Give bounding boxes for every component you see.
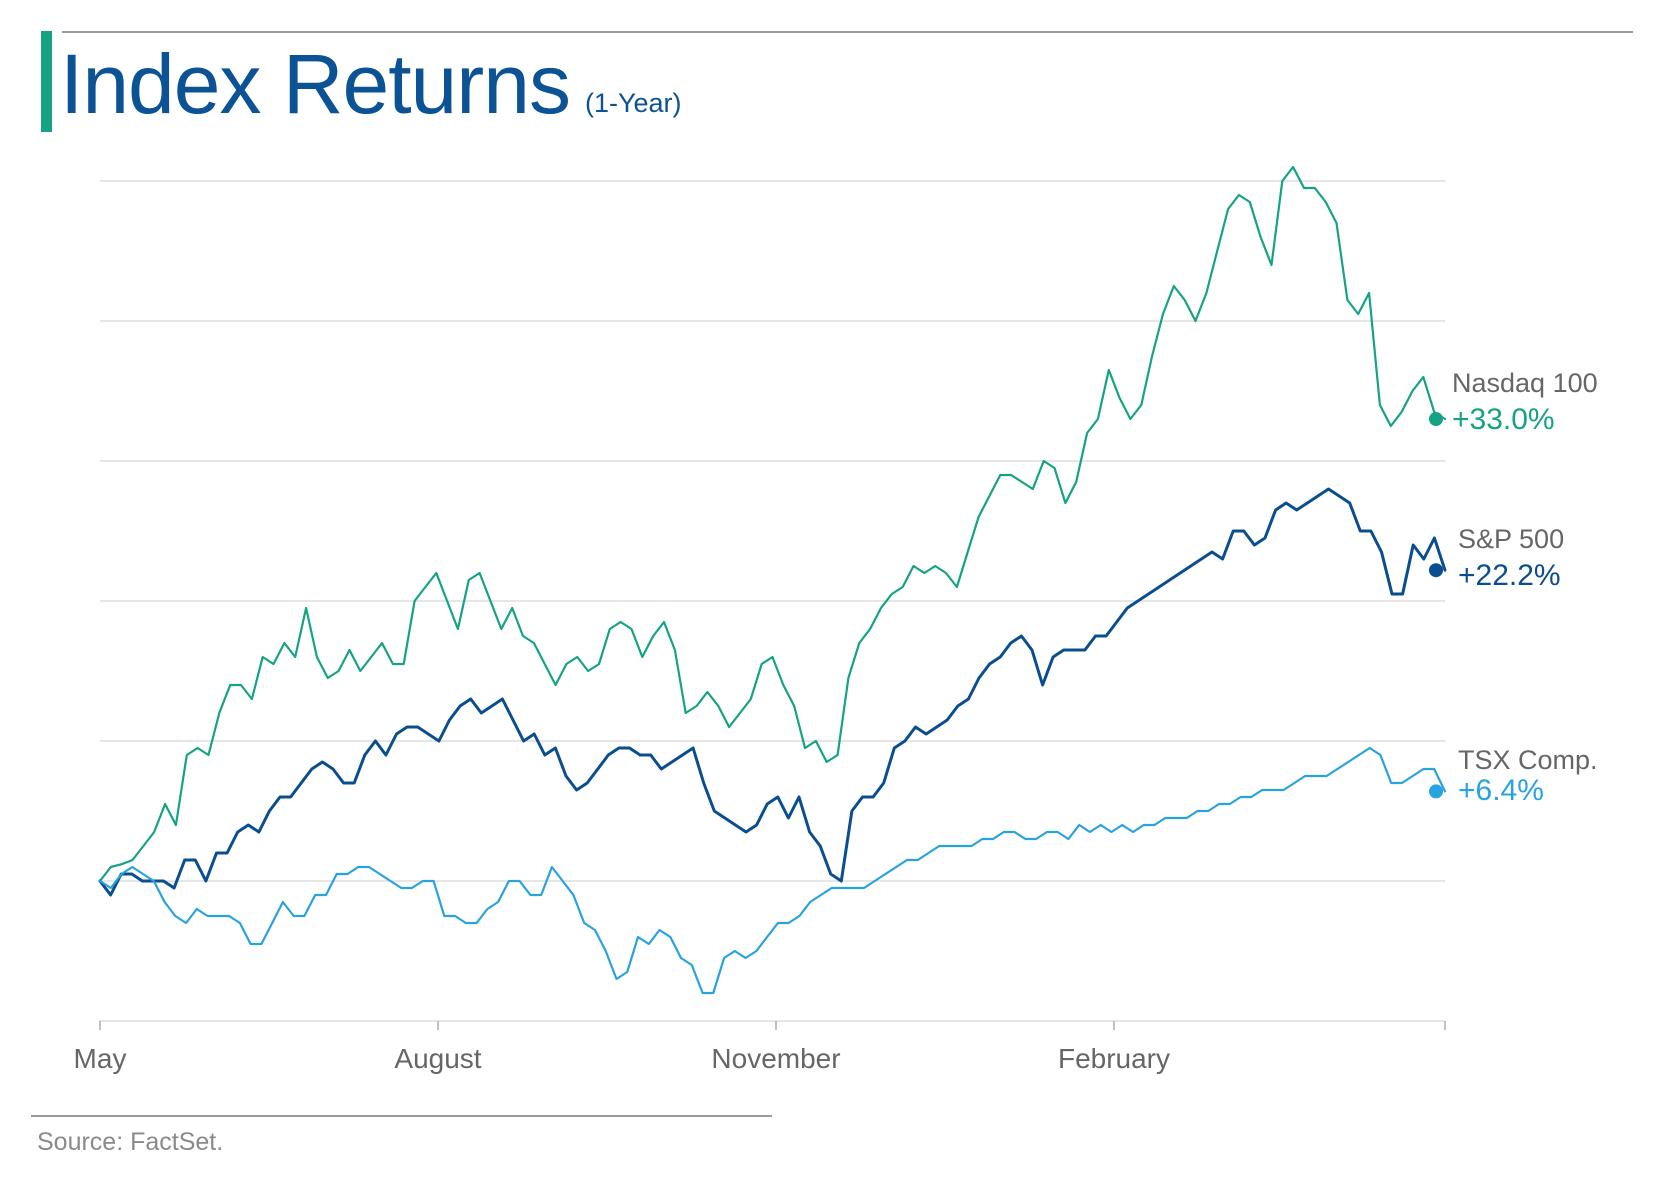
- series-value-label: +6.4%: [1458, 774, 1544, 807]
- series-label: Nasdaq 100: [1452, 368, 1598, 398]
- source-note: Source: FactSet.: [37, 1128, 224, 1156]
- series-end-dot: [1429, 784, 1443, 799]
- x-tick-label: May: [74, 1043, 127, 1074]
- series-label: S&P 500: [1458, 524, 1564, 554]
- series-label: TSX Comp.: [1458, 745, 1598, 775]
- series-line: [98, 487, 1447, 897]
- x-tick-label: August: [394, 1043, 481, 1074]
- x-tick-label: November: [711, 1043, 840, 1074]
- series-line: [98, 746, 1447, 995]
- series-value-label: +33.0%: [1452, 403, 1555, 436]
- x-tick-label: February: [1058, 1043, 1170, 1074]
- chart-title: Index Returns: [60, 37, 571, 131]
- series-line: [98, 165, 1447, 883]
- source-rule: [31, 1115, 772, 1117]
- accent-bar: [41, 31, 52, 132]
- chart-subtitle: (1-Year): [585, 88, 682, 118]
- series-end-dot: [1429, 412, 1443, 426]
- series-end-dot: [1429, 563, 1443, 578]
- title-rule: [62, 31, 1633, 33]
- series-value-label: +22.2%: [1458, 559, 1561, 592]
